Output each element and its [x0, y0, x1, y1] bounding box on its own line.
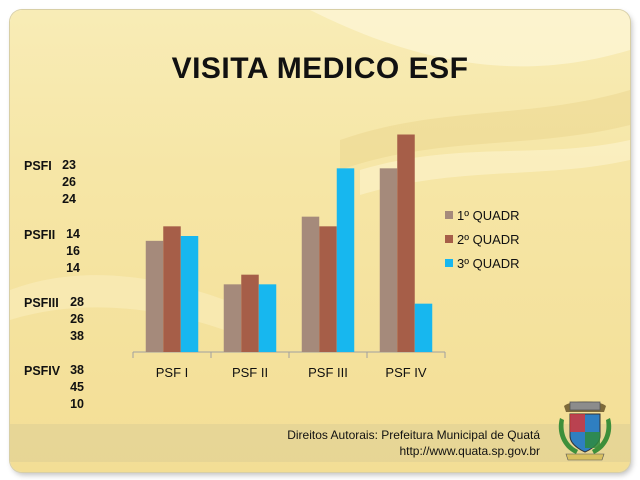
bar-psf-iv-series-3 [414, 303, 433, 352]
side-label-psfi: PSFI [24, 159, 52, 173]
side-label-psfii: PSFII [24, 228, 56, 242]
side-value: 38 [70, 329, 84, 343]
side-value: 10 [70, 397, 84, 411]
bar-psf-ii-series-2 [241, 274, 259, 352]
side-value: 16 [66, 244, 80, 258]
side-label-psfiii: PSFIII [24, 296, 59, 310]
legend-swatch [445, 259, 453, 267]
side-value: 26 [70, 312, 84, 326]
credits-url[interactable]: http://www.quata.sp.gov.br [399, 444, 540, 458]
credits: Direitos Autorais: Prefeitura Municipal … [287, 427, 540, 459]
side-label-psfiv: PSFIV [24, 364, 61, 378]
bar-psf-i-series-1 [145, 240, 164, 352]
x-tick-label: PSF I [156, 365, 189, 380]
side-value: 24 [62, 192, 76, 206]
footer-band [10, 424, 630, 462]
bar-psf-iii-series-3 [336, 168, 355, 352]
side-value: 26 [62, 175, 76, 189]
side-value: 28 [70, 295, 84, 309]
legend-label: 3º QUADR [457, 256, 520, 271]
bar-psf-iii-series-2 [319, 226, 337, 352]
side-value: 23 [62, 158, 76, 172]
bar-psf-ii-series-3 [258, 284, 277, 352]
legend-swatch [445, 235, 453, 243]
bar-psf-i-series-2 [163, 226, 181, 352]
bar-psf-iv-series-2 [397, 134, 415, 352]
x-tick-label: PSF IV [385, 365, 427, 380]
legend-label: 2º QUADR [457, 232, 520, 247]
credits-copyright: Direitos Autorais: Prefeitura Municipal … [287, 428, 540, 442]
side-value: 14 [66, 227, 80, 241]
municipal-crest-logo [558, 401, 612, 461]
bar-psf-iv-series-1 [379, 168, 398, 352]
x-tick-label: PSF II [232, 365, 268, 380]
bar-psf-i-series-3 [180, 236, 199, 352]
x-tick-label: PSF III [308, 365, 348, 380]
side-value: 14 [66, 261, 80, 275]
side-value: 45 [70, 380, 84, 394]
bar-psf-iii-series-1 [301, 216, 320, 352]
legend-swatch [445, 211, 453, 219]
side-value: 38 [70, 363, 84, 377]
legend-label: 1º QUADR [457, 208, 520, 223]
chart-title: VISITA MEDICO ESF [171, 52, 469, 85]
bar-psf-ii-series-1 [223, 284, 242, 352]
